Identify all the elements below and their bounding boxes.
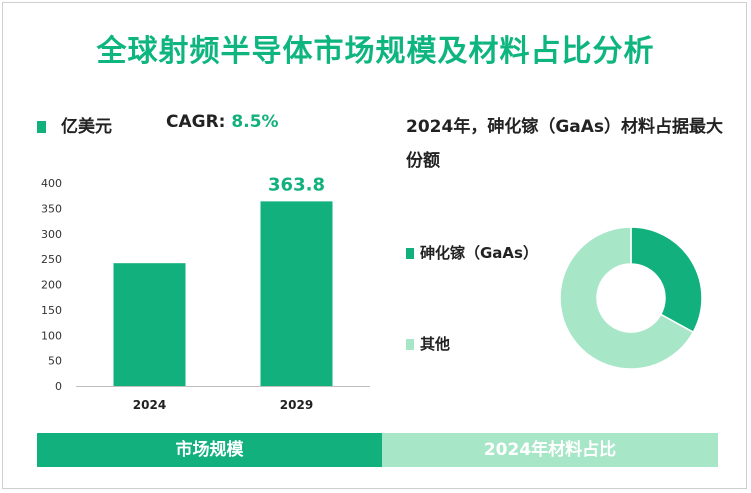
cagr-text: CAGR:	[166, 112, 232, 132]
bottom-tab-material-share: 2024年材料占比	[382, 433, 718, 467]
bottom-tab-market-size: 市场规模	[37, 433, 382, 467]
page-title: 全球射频半导体市场规模及材料占比分析	[96, 34, 655, 69]
legend-item-gaas: 砷化镓（GaAs）	[406, 242, 538, 263]
x-tick-label: 2029	[280, 398, 313, 412]
unit-legend: 亿美元	[37, 112, 112, 137]
bar-chart: 0 50 100 150 200 250 300 350 400 2024 2029 363.8	[41, 174, 370, 412]
y-tick-label: 300	[41, 228, 62, 241]
y-tick-label: 400	[41, 177, 62, 190]
donut-title: 2024年，砷化镓（GaAs）材料占据最大份额	[406, 117, 724, 171]
unit-label: 亿美元	[61, 117, 112, 137]
cagr-label: CAGR: 8.5%	[166, 112, 279, 132]
donut-chart	[559, 226, 703, 370]
unit-legend-swatch	[37, 121, 46, 133]
bar-value-label: 363.8	[268, 174, 325, 195]
donut-slice-1	[559, 226, 695, 370]
bar-2024	[113, 263, 186, 386]
legend-label-gaas: 砷化镓（GaAs）	[420, 244, 538, 262]
y-tick-label: 200	[41, 279, 62, 292]
legend-swatch-other	[406, 339, 414, 350]
x-tick-label: 2024	[133, 398, 166, 412]
legend-swatch-gaas	[406, 248, 414, 259]
legend-item-other: 其他	[406, 333, 450, 354]
y-tick-label: 50	[48, 355, 62, 368]
donut-slice-0	[630, 226, 703, 334]
cagr-value: 8.5%	[231, 112, 279, 132]
y-tick-label: 0	[55, 380, 62, 393]
y-tick-label: 350	[41, 202, 62, 215]
y-tick-label: 250	[41, 253, 62, 266]
bar-2029	[260, 201, 333, 386]
legend-label-other: 其他	[420, 335, 451, 353]
y-tick-label: 150	[41, 304, 62, 317]
y-tick-label: 100	[41, 329, 62, 342]
